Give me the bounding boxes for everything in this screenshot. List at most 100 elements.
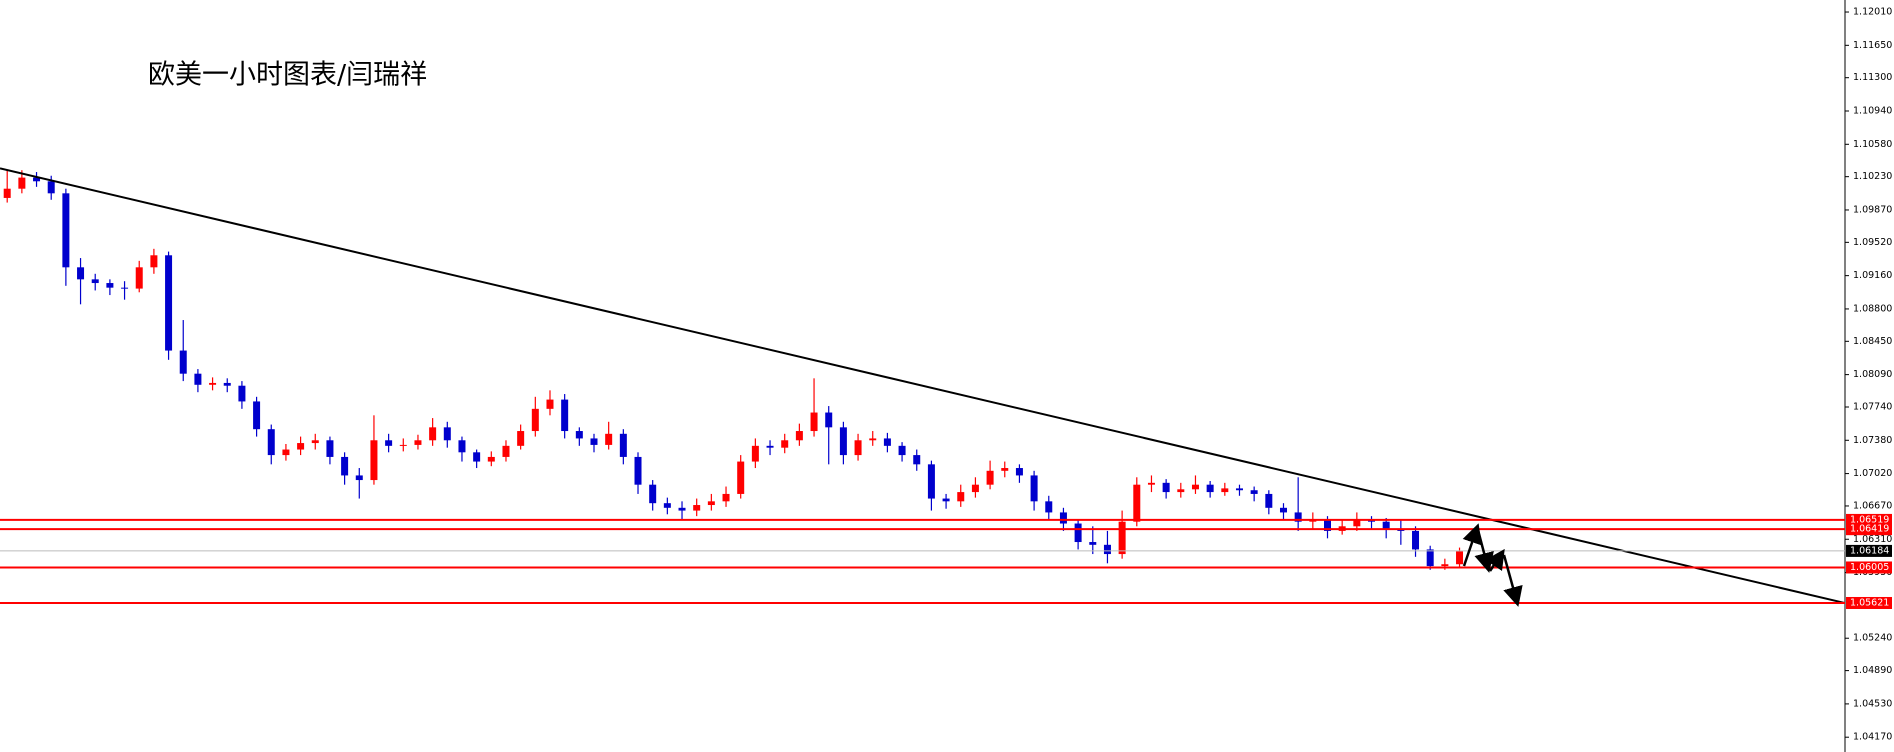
candle-body (1045, 501, 1053, 513)
candle-body (209, 382, 217, 385)
candle-body (663, 503, 671, 508)
arrow (1485, 548, 1505, 572)
candle-body (839, 427, 847, 456)
y-tick-label: 1.12010 (1853, 7, 1892, 18)
candle-body (165, 255, 173, 351)
y-tick-label: 1.09160 (1853, 270, 1892, 281)
current-price-box (1846, 544, 1892, 557)
candle-body (414, 440, 422, 445)
candle-body (502, 445, 510, 457)
candle-body (121, 287, 129, 289)
candle-body (942, 498, 950, 502)
y-tick-label: 1.06670 (1853, 500, 1892, 511)
candle-body (898, 445, 906, 456)
candle-body (1177, 489, 1185, 493)
chart-title: 欧美一小时图表/闫瑞祥 (148, 60, 427, 91)
candle-body (194, 373, 202, 385)
candle-body (971, 484, 979, 493)
y-tick-label: 1.07740 (1853, 401, 1892, 412)
candle-body (62, 193, 70, 268)
level-box (1846, 596, 1892, 609)
candle-body (1191, 484, 1199, 490)
arrow (1474, 529, 1494, 573)
candle-body (297, 443, 305, 450)
level-label: 1.05621 (1850, 597, 1889, 608)
candle-body (590, 438, 598, 445)
candle-body (326, 440, 334, 457)
y-tick-label: 1.09520 (1853, 237, 1892, 248)
candle-body (751, 445, 759, 462)
candle-body (135, 267, 143, 289)
candle-body (341, 456, 349, 476)
candle-body (487, 456, 495, 462)
level-label: 1.06005 (1850, 562, 1889, 573)
candle-body (355, 475, 363, 481)
candle-body (223, 382, 231, 386)
candle-body (1456, 551, 1464, 565)
candle-body (47, 181, 55, 194)
candle-body (429, 427, 437, 441)
candle-body (91, 279, 99, 284)
candle-body (531, 408, 539, 432)
forecast-arrows (1462, 523, 1523, 607)
candle-body (385, 440, 393, 446)
y-tick-label: 1.09870 (1853, 204, 1892, 215)
y-tick-label: 1.05240 (1853, 633, 1892, 644)
y-tick-label: 1.07380 (1853, 435, 1892, 446)
candle-body (399, 444, 407, 446)
candle-body (3, 188, 11, 198)
y-tick-label: 1.11650 (1853, 40, 1892, 51)
candle-body (854, 440, 862, 456)
candle-body (179, 350, 187, 374)
y-tick-label: 1.10940 (1853, 105, 1892, 116)
candle-body (1001, 468, 1009, 471)
candle-body (605, 433, 613, 445)
candle-body (795, 431, 803, 441)
candle-body (649, 484, 657, 504)
candle-body (634, 456, 642, 485)
candle-body (693, 505, 701, 511)
y-tick-label: 1.07020 (1853, 468, 1892, 479)
arrow (1502, 554, 1523, 607)
candle-body (810, 412, 818, 432)
y-tick-label: 1.04170 (1853, 732, 1892, 743)
candle-body (150, 255, 158, 268)
candle-body (927, 464, 935, 499)
level-label: 1.06519 (1850, 514, 1889, 525)
candle-body (737, 461, 745, 494)
candle-body (1015, 468, 1023, 476)
candle-body (1353, 519, 1361, 527)
candle-body (781, 440, 789, 448)
candle-body (1030, 475, 1038, 502)
candle-body (707, 501, 715, 506)
candle-body (1133, 484, 1141, 522)
candle-body (883, 438, 891, 446)
candle-body (1103, 544, 1111, 555)
candle-body (282, 449, 290, 456)
y-tick-label: 1.10230 (1853, 171, 1892, 182)
trend-line (0, 167, 1846, 605)
candle-body (1059, 512, 1067, 524)
current-price-label: 1.06184 (1850, 545, 1889, 556)
candle-body (1206, 484, 1214, 493)
y-tick-label: 1.10580 (1853, 139, 1892, 150)
candle-body (913, 455, 921, 465)
y-tick-label: 1.11300 (1853, 72, 1892, 83)
candle-body (1250, 490, 1258, 494)
candle-body (517, 431, 525, 446)
candle-body (1382, 521, 1390, 530)
candle-body (238, 385, 246, 402)
candle-body (1074, 523, 1082, 543)
candle-body (458, 440, 466, 453)
candle-body (561, 399, 569, 432)
y-tick-label: 1.06310 (1853, 534, 1892, 545)
candle-body (825, 412, 833, 428)
candle-body (869, 438, 877, 441)
candle-body (1441, 564, 1449, 567)
candle-body (473, 452, 481, 462)
candle-body (1426, 549, 1434, 567)
candle-body (1147, 482, 1155, 485)
level-box (1846, 513, 1892, 526)
y-tick-label: 1.08800 (1853, 303, 1892, 314)
